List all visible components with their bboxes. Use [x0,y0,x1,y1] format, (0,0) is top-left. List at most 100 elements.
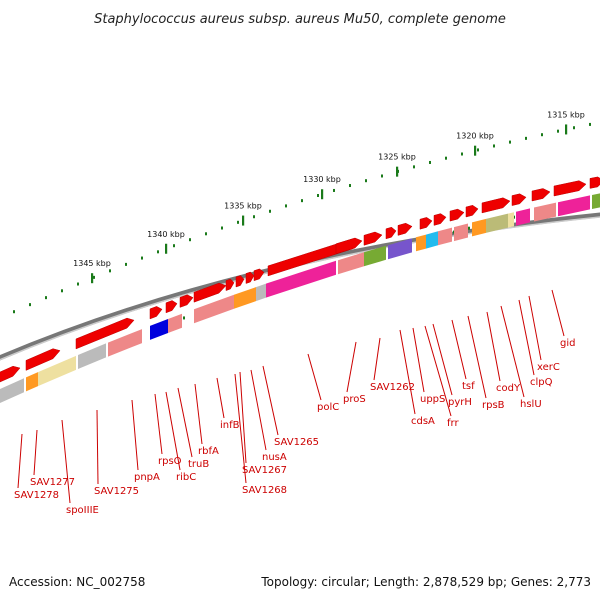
minor-tick [77,282,79,286]
gene-label-sav1277: SAV1277 [30,477,75,488]
gene-arrow [253,268,265,282]
gene-label-rbfa: rbfA [198,446,219,457]
leader-line [500,305,525,398]
minor-tick [237,220,239,224]
kbp-label: 1325 kbp [378,153,416,162]
topology-text: Topology: circular; Length: 2,878,529 bp… [260,575,591,589]
gene-arrow [481,197,511,214]
gene-label-rpsb: rpsB [482,400,505,411]
minor-tick [189,238,191,242]
leader-line [518,299,535,376]
minor-tick [109,269,111,273]
cog-band-pink [108,329,142,357]
gene-label-cdsa: cdsA [411,416,435,427]
gene-arrow [149,306,163,320]
gene-label-upps: uppS [420,394,445,405]
gene-label-pnpa: pnpA [134,472,160,483]
leader-line [424,325,452,417]
cog-band-khaki [38,355,76,387]
minor-tick [349,184,351,188]
gene-label-frr: frr [447,418,459,429]
cog-band-pink [194,294,234,324]
leader-line [373,337,381,381]
gene-arrow [335,237,363,255]
gene-label-cody: codY [496,383,521,394]
leader-line [451,319,467,380]
gene-arrow [363,231,383,246]
minor-tick [541,133,543,137]
leader-line [346,341,357,393]
inner-tick [183,316,185,320]
cog-band-gray [78,343,106,369]
kbp-label: 1320 kbp [456,132,494,141]
leader-line [262,365,279,436]
gene-label-trub: truB [188,459,209,470]
gene-arrow [25,348,61,371]
minor-tick [461,152,463,156]
leader-line [412,327,425,393]
minor-tick [317,194,319,198]
cog-band-magenta [516,208,530,226]
gene-label-tsf: tsf [462,381,475,392]
leader-line [17,433,23,489]
leader-line [234,373,247,484]
kbp-label: 1335 kbp [224,202,262,211]
gene-arrow [385,226,397,240]
leader-line [154,393,163,455]
gene-arrow [235,275,245,288]
cog-band-magenta [558,195,590,217]
gene-label-pyrh: pyrH [448,397,472,408]
leader-line [177,387,193,458]
gene-label-sav1268: SAV1268 [242,485,287,496]
cog-band-green [364,245,386,267]
minor-tick [93,275,95,279]
cog-band-orange [472,218,486,237]
gene-label-clpq: clpQ [530,377,553,388]
minor-tick [125,262,127,266]
major-tick [242,215,245,226]
minor-tick [413,165,415,169]
major-tick [321,189,324,200]
gene-label-sav1267: SAV1267 [242,465,287,476]
gene-arrow [419,217,433,230]
cog-band-khaki [508,212,514,228]
minor-tick [509,140,511,144]
gene-arrow [225,278,235,291]
leader-line [250,369,267,451]
minor-tick [205,232,207,236]
cog-band-orange [416,234,426,252]
leader-line [307,353,322,401]
cog-band-green [592,193,600,209]
gene-label-nusa: nusA [262,452,287,463]
cog-band-purple [388,238,412,260]
cog-band-olive [486,213,508,233]
minor-tick [45,296,47,300]
minor-tick [157,250,159,254]
minor-tick [573,126,575,130]
gene-arrow [245,271,255,284]
gene-features [0,176,600,383]
gene-arrow [179,294,194,308]
major-tick [165,243,168,254]
gene-label-xerc: xerC [537,362,560,373]
kbp-label: 1340 kbp [147,230,185,239]
minor-tick [29,303,31,307]
gene-arrow [553,180,587,197]
minor-tick [429,160,431,164]
minor-tick [589,122,591,126]
cog-band-cyan [426,231,438,249]
map-title: Staphylococcus aureus subsp. aureus Mu50… [94,12,506,27]
minor-tick [253,215,255,219]
minor-tick [365,179,367,183]
leader-line [432,323,453,396]
gene-label-spoiiie: spoIIIE [66,505,99,516]
minor-tick [141,256,143,260]
gene-label-ribc: ribC [176,472,196,483]
cog-category-bands [0,193,600,404]
gene-label-sav1275: SAV1275 [94,486,139,497]
gene-arrow [531,188,551,202]
minor-tick [61,289,63,293]
minor-tick [301,199,303,203]
minor-tick [381,174,383,178]
minor-tick [557,129,559,133]
